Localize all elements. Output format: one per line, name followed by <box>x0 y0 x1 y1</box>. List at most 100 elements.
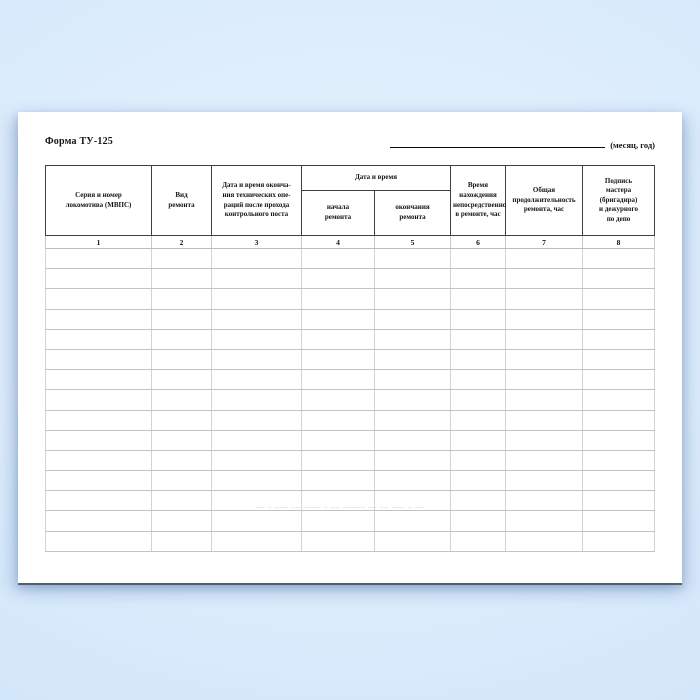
empty-cell <box>505 470 583 492</box>
empty-cell <box>505 248 583 270</box>
empty-cell <box>151 389 212 411</box>
empty-cell <box>301 410 375 431</box>
empty-cell <box>45 430 152 451</box>
table-row <box>45 389 655 411</box>
empty-cell <box>450 288 506 310</box>
empty-cell <box>505 430 583 451</box>
header-row-top: Серия и номер локомотива (МВПС) Вид ремо… <box>45 165 655 236</box>
empty-cell <box>582 531 655 552</box>
table-row <box>45 288 655 310</box>
empty-cell <box>450 450 506 472</box>
empty-cell <box>211 369 302 391</box>
empty-cell <box>151 309 212 330</box>
empty-cell <box>582 369 655 391</box>
table-row <box>45 268 655 290</box>
empty-cell <box>450 430 506 451</box>
empty-cell <box>211 329 302 350</box>
empty-cell <box>505 410 583 431</box>
empty-cell <box>505 349 583 371</box>
empty-cell <box>301 369 375 391</box>
empty-cell <box>151 288 212 310</box>
empty-cell <box>374 410 451 431</box>
empty-cell <box>301 389 375 411</box>
column-number: 4 <box>301 235 375 249</box>
empty-cell <box>211 531 302 552</box>
column-number: 1 <box>45 235 152 249</box>
empty-cell <box>374 510 451 532</box>
empty-cell <box>505 531 583 552</box>
empty-cell <box>211 430 302 451</box>
column-numbers-row: 1 2 3 4 5 6 7 8 <box>45 235 655 249</box>
empty-cell <box>45 531 152 552</box>
empty-cell <box>45 389 152 411</box>
empty-cell <box>151 450 212 472</box>
empty-cell <box>582 349 655 371</box>
empty-cell <box>151 268 212 290</box>
col-header-repair-start: начала ремонта <box>301 190 375 236</box>
repair-log-table: Серия и номер локомотива (МВПС) Вид ремо… <box>45 165 655 552</box>
table-row <box>45 470 655 492</box>
empty-cell <box>450 470 506 492</box>
empty-cell <box>582 510 655 532</box>
empty-cell <box>151 329 212 350</box>
empty-cell <box>45 490 152 512</box>
col-header-signature: Подпись мастера (бригадира) и дежурного … <box>582 165 655 236</box>
empty-cell <box>151 410 212 431</box>
empty-cell <box>505 268 583 290</box>
col-header-tech-operations-end: Дата и время оконча- ния технических опе… <box>211 165 302 236</box>
empty-cell <box>211 248 302 270</box>
form-page: Форма ТУ-125 (месяц, год) Серия и номер … <box>18 112 682 583</box>
empty-cell <box>45 329 152 350</box>
column-number: 6 <box>450 235 506 249</box>
empty-cell <box>505 369 583 391</box>
empty-cell <box>151 531 212 552</box>
empty-cell <box>582 268 655 290</box>
empty-cell <box>450 329 506 350</box>
empty-cell <box>374 329 451 350</box>
empty-cell <box>151 369 212 391</box>
empty-cell <box>374 389 451 411</box>
empty-cell <box>301 531 375 552</box>
column-number: 8 <box>582 235 655 249</box>
empty-cell <box>45 288 152 310</box>
empty-cell <box>582 309 655 330</box>
form-number-label: Форма ТУ-125 <box>45 136 113 147</box>
month-year-field: (месяц, год) <box>390 134 655 150</box>
empty-cell <box>301 288 375 310</box>
empty-cell <box>582 288 655 310</box>
empty-cell <box>582 430 655 451</box>
empty-cell <box>211 389 302 411</box>
table-row <box>45 510 655 532</box>
empty-cell <box>582 389 655 411</box>
col-header-total-duration: Общая продолжительность ремонта, час <box>505 165 583 236</box>
empty-cell <box>45 450 152 472</box>
table-row <box>45 410 655 431</box>
empty-cell <box>450 389 506 411</box>
table-body <box>45 248 655 552</box>
empty-cell <box>301 450 375 472</box>
column-number: 7 <box>505 235 583 249</box>
table-row <box>45 349 655 371</box>
empty-cell <box>301 510 375 532</box>
col-header-time-in-repair: Время нахождения непосредственно в ремон… <box>450 165 506 236</box>
empty-cell <box>301 349 375 371</box>
empty-cell <box>374 531 451 552</box>
empty-cell <box>374 430 451 451</box>
empty-cell <box>582 410 655 431</box>
empty-cell <box>151 248 212 270</box>
table-row <box>45 309 655 330</box>
empty-cell <box>505 389 583 411</box>
empty-cell <box>151 349 212 371</box>
empty-cell <box>582 248 655 270</box>
empty-cell <box>45 248 152 270</box>
empty-cell <box>45 510 152 532</box>
col-header-repair-type: Вид ремонта <box>151 165 212 236</box>
empty-cell <box>301 470 375 492</box>
empty-cell <box>151 510 212 532</box>
empty-cell <box>151 470 212 492</box>
column-number: 3 <box>211 235 302 249</box>
empty-cell <box>301 248 375 270</box>
empty-cell <box>211 309 302 330</box>
table-row <box>45 531 655 552</box>
empty-cell <box>301 268 375 290</box>
